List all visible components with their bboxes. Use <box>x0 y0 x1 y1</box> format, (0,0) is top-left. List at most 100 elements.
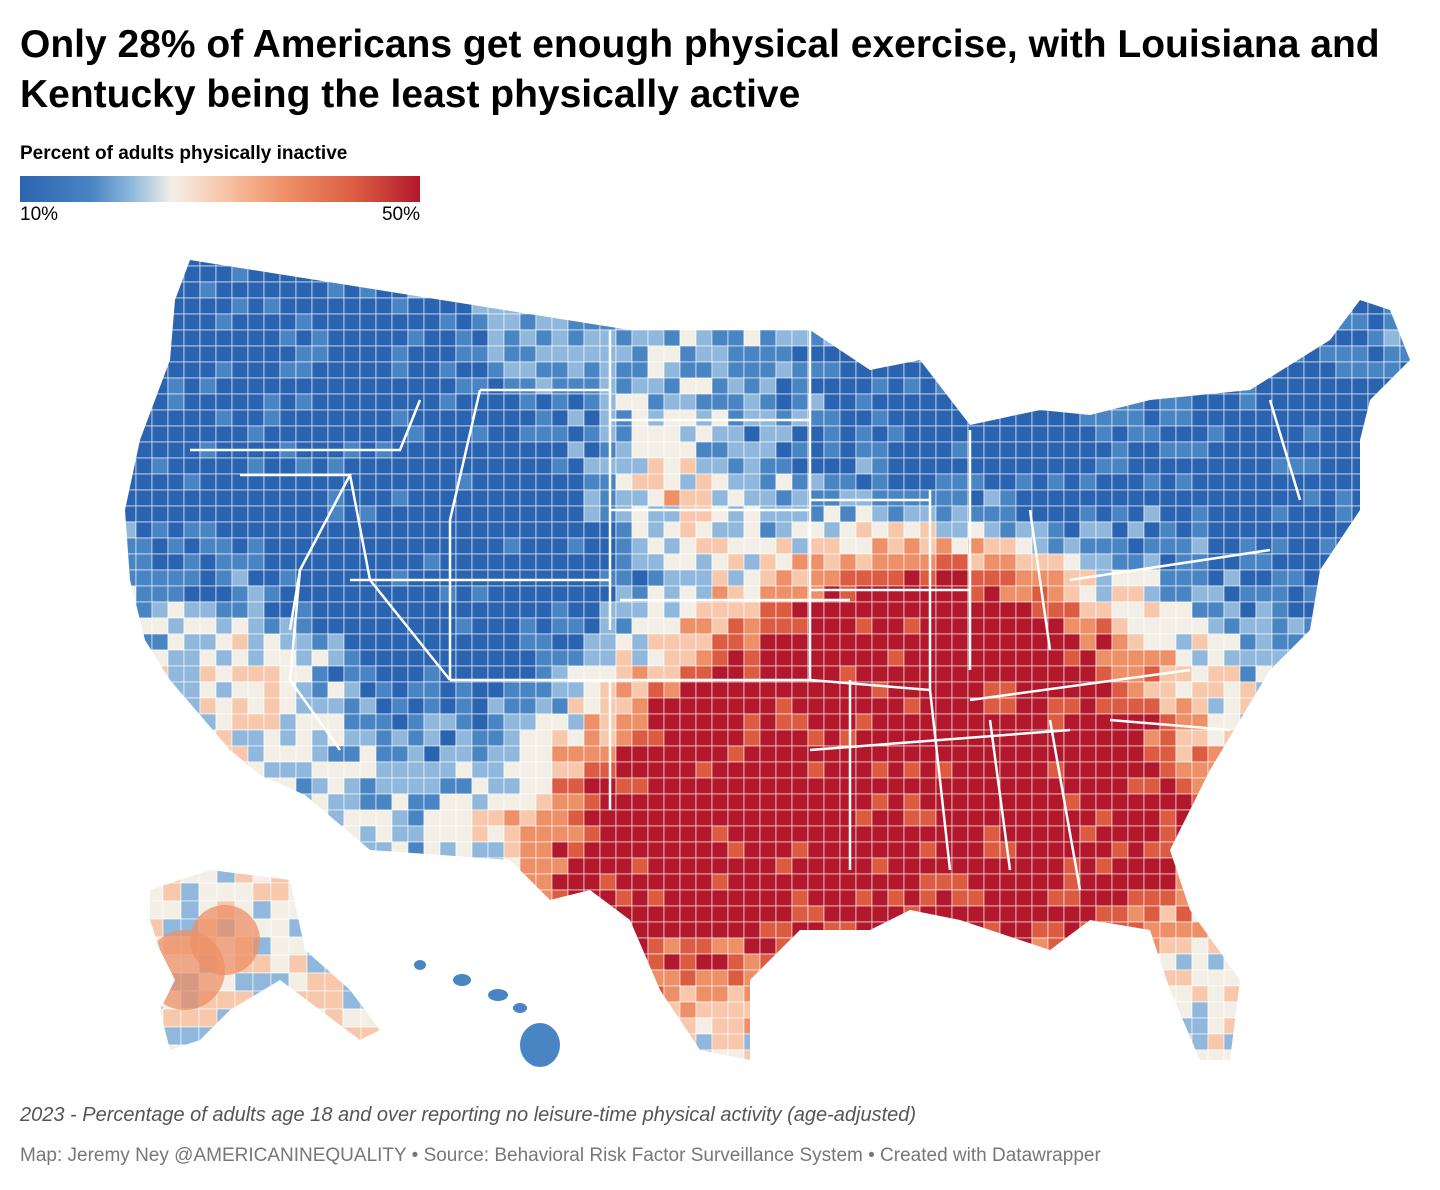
county-cell[interactable] <box>439 250 457 267</box>
county-cell[interactable] <box>871 921 889 939</box>
county-cell[interactable] <box>288 936 308 956</box>
county-cell[interactable] <box>519 985 537 1003</box>
county-cell[interactable] <box>471 681 489 699</box>
county-cell[interactable] <box>487 1001 505 1019</box>
county-cell[interactable] <box>551 409 569 427</box>
county-cell[interactable] <box>1191 1017 1209 1035</box>
county-cell[interactable] <box>279 697 297 715</box>
county-cell[interactable] <box>615 297 633 315</box>
county-cell[interactable] <box>1111 425 1129 443</box>
county-cell[interactable] <box>1271 393 1289 411</box>
county-cell[interactable] <box>327 553 345 571</box>
county-cell[interactable] <box>887 937 905 955</box>
county-cell[interactable] <box>471 969 489 987</box>
county-cell[interactable] <box>759 521 777 539</box>
county-cell[interactable] <box>855 585 873 603</box>
county-cell[interactable] <box>1159 681 1177 699</box>
county-cell[interactable] <box>1351 889 1369 907</box>
county-cell[interactable] <box>1175 889 1193 907</box>
county-cell[interactable] <box>727 777 745 795</box>
county-cell[interactable] <box>583 250 601 267</box>
county-cell[interactable] <box>1031 889 1049 907</box>
county-cell[interactable] <box>599 825 617 843</box>
county-cell[interactable] <box>359 250 377 267</box>
county-cell[interactable] <box>663 729 681 747</box>
county-cell[interactable] <box>663 937 681 955</box>
county-cell[interactable] <box>1175 329 1193 347</box>
county-cell[interactable] <box>375 617 393 635</box>
county-cell[interactable] <box>167 505 185 523</box>
county-cell[interactable] <box>407 713 425 731</box>
county-cell[interactable] <box>743 377 761 395</box>
county-cell[interactable] <box>1399 665 1416 683</box>
county-cell[interactable] <box>1127 617 1145 635</box>
county-cell[interactable] <box>375 937 393 955</box>
county-cell[interactable] <box>1063 745 1081 763</box>
county-cell[interactable] <box>471 393 489 411</box>
county-cell[interactable] <box>519 329 537 347</box>
county-cell[interactable] <box>519 809 537 827</box>
county-cell[interactable] <box>1223 857 1241 875</box>
county-cell[interactable] <box>247 537 265 555</box>
county-cell[interactable] <box>1175 601 1193 619</box>
county-cell[interactable] <box>1111 617 1129 635</box>
county-cell[interactable] <box>135 489 153 507</box>
county-cell[interactable] <box>439 377 457 395</box>
county-cell[interactable] <box>519 345 537 363</box>
county-cell[interactable] <box>1416 266 1430 282</box>
county-cell[interactable] <box>759 505 777 523</box>
county-cell[interactable] <box>535 889 553 907</box>
county-cell[interactable] <box>679 953 697 971</box>
county-cell[interactable] <box>1255 793 1273 811</box>
county-cell[interactable] <box>855 473 873 491</box>
county-cell[interactable] <box>1223 265 1241 283</box>
county-cell[interactable] <box>1175 489 1193 507</box>
county-cell[interactable] <box>1111 649 1129 667</box>
county-cell[interactable] <box>1287 393 1305 411</box>
county-cell[interactable] <box>263 250 281 267</box>
county-cell[interactable] <box>1095 265 1113 283</box>
county-cell[interactable] <box>439 761 457 779</box>
county-cell[interactable] <box>487 697 505 715</box>
county-cell[interactable] <box>1416 586 1430 602</box>
county-cell[interactable] <box>615 409 633 427</box>
county-cell[interactable] <box>327 250 345 267</box>
county-cell[interactable] <box>327 313 345 331</box>
county-cell[interactable] <box>439 953 457 971</box>
county-cell[interactable] <box>983 345 1001 363</box>
county-cell[interactable] <box>199 617 217 635</box>
county-cell[interactable] <box>199 761 217 779</box>
county-cell[interactable] <box>1335 425 1353 443</box>
county-cell[interactable] <box>855 745 873 763</box>
county-cell[interactable] <box>359 633 377 651</box>
county-cell[interactable] <box>1127 633 1145 651</box>
county-cell[interactable] <box>455 793 473 811</box>
county-cell[interactable] <box>1319 521 1337 539</box>
county-cell[interactable] <box>615 777 633 795</box>
county-cell[interactable] <box>1416 746 1430 762</box>
county-cell[interactable] <box>1079 617 1097 635</box>
county-cell[interactable] <box>423 905 441 923</box>
county-cell[interactable] <box>1015 889 1033 907</box>
county-cell[interactable] <box>504 1066 520 1080</box>
county-cell[interactable] <box>887 505 905 523</box>
county-cell[interactable] <box>1399 361 1416 379</box>
county-cell[interactable] <box>1416 1050 1430 1066</box>
county-cell[interactable] <box>1239 345 1257 363</box>
county-cell[interactable] <box>983 409 1001 427</box>
county-cell[interactable] <box>343 841 361 859</box>
county-cell[interactable] <box>807 1049 825 1066</box>
county-cell[interactable] <box>1047 809 1065 827</box>
county-cell[interactable] <box>1127 313 1145 331</box>
county-cell[interactable] <box>823 697 841 715</box>
county-cell[interactable] <box>823 1049 841 1066</box>
county-cell[interactable] <box>1063 601 1081 619</box>
county-cell[interactable] <box>1383 361 1401 379</box>
county-cell[interactable] <box>183 505 201 523</box>
county-cell[interactable] <box>487 617 505 635</box>
county-cell[interactable] <box>727 345 745 363</box>
county-cell[interactable] <box>151 777 169 795</box>
county-cell[interactable] <box>455 297 473 315</box>
county-cell[interactable] <box>1255 953 1273 971</box>
county-cell[interactable] <box>791 841 809 859</box>
